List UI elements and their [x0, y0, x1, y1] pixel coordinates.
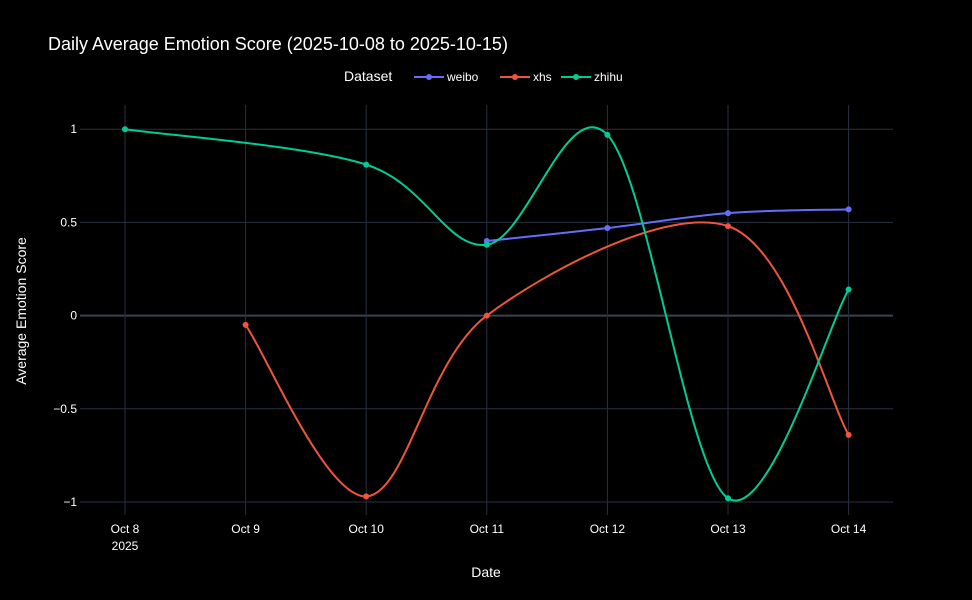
series-line-zhihu	[124, 126, 850, 502]
y-tick-label: −0.5	[53, 402, 77, 416]
y-axis-ticks: 1 0.5 0 −0.5 −1	[53, 122, 77, 509]
data-point-zhihu	[363, 161, 370, 168]
x-axis-ticks: Oct 8 Oct 9 Oct 10 Oct 11 Oct 12 Oct 13 Oct 14…	[111, 522, 867, 553]
data-point-xhs	[363, 493, 370, 500]
series-points	[122, 126, 852, 502]
x-tick-label: Oct 12	[590, 522, 626, 536]
series-line-xhs	[244, 221, 850, 498]
x-tick-label: Oct 9	[231, 522, 260, 536]
y-tick-label: 0.5	[60, 215, 77, 229]
legend: Dataset weibo xhs zhihu	[344, 68, 623, 84]
data-point-zhihu	[845, 286, 852, 293]
legend-label-xhs[interactable]: xhs	[533, 70, 552, 84]
data-point-weibo	[604, 225, 611, 231]
x-tick-label: Oct 11	[470, 522, 505, 536]
legend-marker-xhs	[512, 74, 518, 80]
x-tick-label: Oct 14	[831, 522, 867, 536]
y-tick-label: 1	[70, 122, 77, 136]
y-axis-title: Average Emotion Score	[13, 237, 29, 385]
data-point-weibo	[725, 210, 731, 217]
data-point-zhihu	[483, 241, 490, 248]
x-axis-title: Date	[471, 564, 501, 580]
y-tick-label: −1	[63, 495, 77, 509]
x-tick-label: Oct 10	[349, 522, 385, 536]
legend-label-weibo[interactable]: weibo	[446, 70, 479, 84]
data-point-zhihu	[725, 495, 731, 502]
data-point-xhs	[845, 431, 852, 438]
legend-marker-weibo	[426, 74, 432, 80]
x-tick-label: Oct 8	[111, 522, 140, 536]
series-line-weibo	[486, 208, 849, 243]
legend-label-zhihu[interactable]: zhihu	[594, 70, 623, 84]
legend-title: Dataset	[344, 68, 392, 84]
y-tick-label: 0	[70, 309, 77, 323]
legend-marker-zhihu	[573, 74, 579, 80]
x-tick-year-label: 2025	[112, 539, 139, 553]
grid	[80, 105, 893, 515]
x-tick-label: Oct 13	[710, 522, 746, 536]
data-point-zhihu	[122, 126, 128, 133]
data-point-weibo	[845, 206, 852, 213]
data-point-xhs	[725, 223, 731, 230]
data-point-zhihu	[604, 131, 611, 138]
data-point-xhs	[242, 321, 249, 328]
data-point-xhs	[483, 312, 490, 319]
chart-title: Daily Average Emotion Score (2025-10-08 …	[48, 34, 508, 54]
